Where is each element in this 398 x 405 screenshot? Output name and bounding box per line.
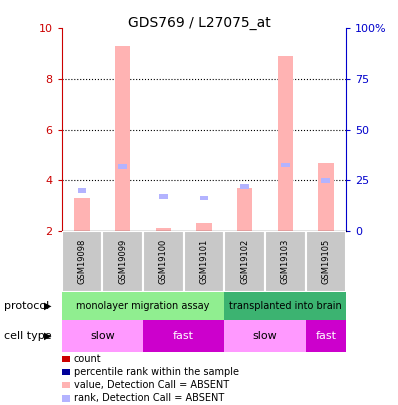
Bar bbox=[196, 223, 212, 231]
Text: ▶: ▶ bbox=[44, 331, 52, 341]
Text: count: count bbox=[74, 354, 101, 364]
Text: fast: fast bbox=[316, 331, 336, 341]
Bar bbox=[62, 231, 102, 292]
Bar bbox=[62, 320, 143, 352]
Text: slow: slow bbox=[90, 331, 115, 341]
Bar bbox=[183, 231, 224, 292]
Text: fast: fast bbox=[173, 331, 194, 341]
Bar bbox=[102, 231, 143, 292]
Text: protocol: protocol bbox=[4, 301, 49, 311]
Bar bbox=[306, 320, 346, 352]
Bar bbox=[74, 198, 90, 231]
Bar bbox=[159, 194, 168, 199]
Bar bbox=[199, 196, 209, 200]
Bar bbox=[224, 320, 306, 352]
Bar bbox=[318, 162, 334, 231]
Bar bbox=[115, 46, 131, 231]
Text: cell type: cell type bbox=[4, 331, 52, 341]
Text: GSM19105: GSM19105 bbox=[322, 239, 330, 284]
Bar bbox=[143, 231, 183, 292]
Text: GSM19099: GSM19099 bbox=[118, 239, 127, 284]
Text: monolayer migration assay: monolayer migration assay bbox=[76, 301, 210, 311]
Bar bbox=[237, 188, 252, 231]
Bar bbox=[118, 164, 127, 168]
Bar bbox=[306, 231, 346, 292]
Text: GSM19100: GSM19100 bbox=[159, 239, 168, 284]
Bar bbox=[277, 56, 293, 231]
Text: value, Detection Call = ABSENT: value, Detection Call = ABSENT bbox=[74, 380, 229, 390]
Text: percentile rank within the sample: percentile rank within the sample bbox=[74, 367, 239, 377]
Bar bbox=[281, 163, 290, 167]
Bar bbox=[240, 184, 249, 189]
Bar bbox=[265, 231, 306, 292]
Bar bbox=[156, 228, 171, 231]
Text: GSM19098: GSM19098 bbox=[78, 239, 86, 284]
Text: transplanted into brain: transplanted into brain bbox=[229, 301, 341, 311]
Text: GSM19102: GSM19102 bbox=[240, 239, 249, 284]
Text: GDS769 / L27075_at: GDS769 / L27075_at bbox=[128, 16, 270, 30]
Text: rank, Detection Call = ABSENT: rank, Detection Call = ABSENT bbox=[74, 393, 224, 403]
Bar bbox=[224, 292, 346, 320]
Bar bbox=[143, 320, 224, 352]
Bar bbox=[224, 231, 265, 292]
Text: ▶: ▶ bbox=[44, 301, 52, 311]
Bar bbox=[78, 188, 86, 193]
Bar bbox=[322, 178, 330, 183]
Bar bbox=[62, 292, 224, 320]
Text: GSM19103: GSM19103 bbox=[281, 239, 290, 284]
Text: GSM19101: GSM19101 bbox=[199, 239, 209, 284]
Text: slow: slow bbox=[253, 331, 277, 341]
